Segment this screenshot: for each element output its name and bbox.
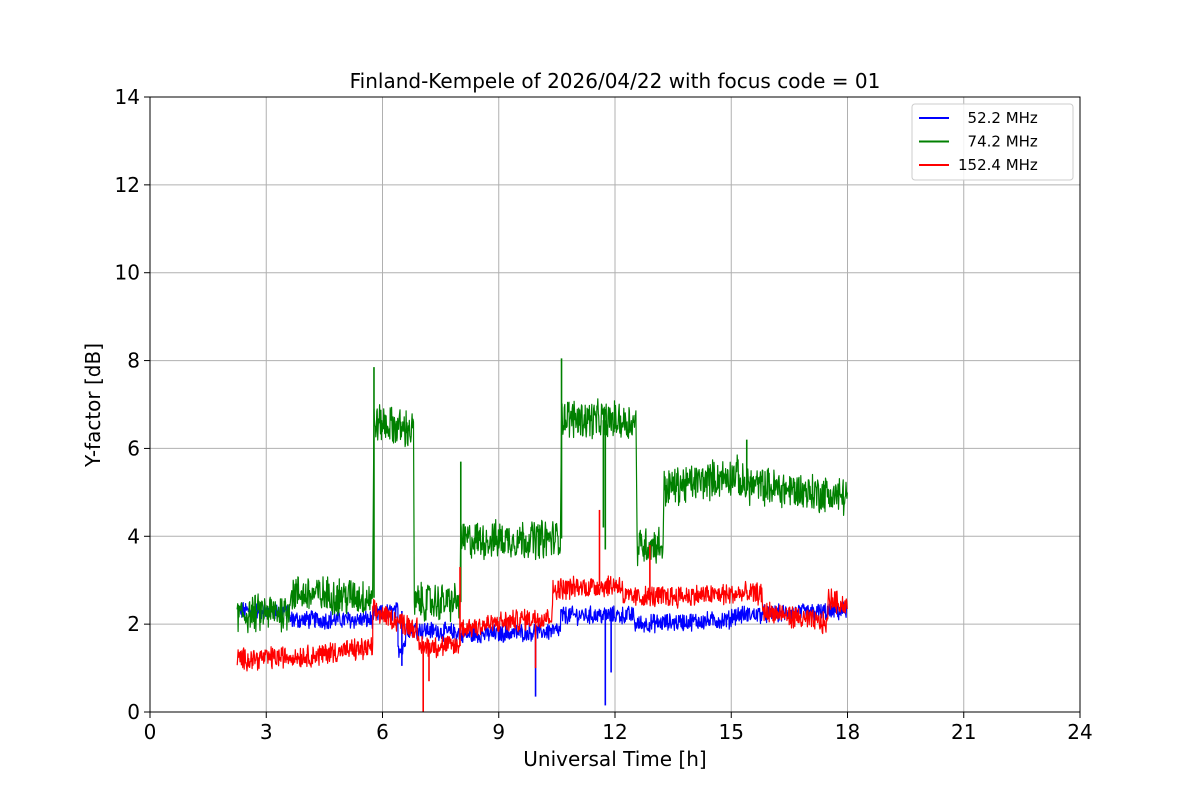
- y-axis-label: Y-factor [dB]: [81, 343, 105, 468]
- x-axis-ticks: 0 3 6 9 12 15 18 21 24: [144, 712, 1093, 744]
- x-tick-label: 0: [144, 720, 157, 744]
- x-tick-label: 6: [376, 720, 389, 744]
- legend-entry: 152.4 MHz: [958, 156, 1038, 174]
- legend-entry: 52.2 MHz: [958, 109, 1038, 127]
- y-tick-label: 2: [127, 612, 140, 636]
- y-tick-label: 0: [127, 700, 140, 724]
- x-tick-label: 3: [260, 720, 273, 744]
- x-tick-label: 12: [602, 720, 627, 744]
- series-layer: [236, 358, 848, 712]
- y-tick-label: 10: [115, 261, 140, 285]
- series-2: [236, 509, 848, 712]
- x-tick-label: 18: [835, 720, 860, 744]
- y-tick-label: 14: [115, 85, 140, 109]
- x-tick-label: 24: [1067, 720, 1092, 744]
- x-tick-label: 9: [492, 720, 505, 744]
- x-tick-label: 15: [719, 720, 744, 744]
- series-line: [236, 575, 848, 672]
- legend-box: [911, 103, 1074, 181]
- legend-entry: 74.2 MHz: [958, 133, 1038, 151]
- y-tick-label: 12: [115, 173, 140, 197]
- x-tick-label: 21: [951, 720, 976, 744]
- chart-title: Finland-Kempele of 2026/04/22 with focus…: [350, 69, 881, 93]
- y-tick-label: 8: [127, 349, 140, 373]
- y-axis-ticks: 0 2 4 6 8 10 12 14: [115, 85, 150, 724]
- x-axis-label: Universal Time [h]: [523, 747, 706, 771]
- y-tick-label: 4: [127, 524, 140, 548]
- legend: 52.2 MHz 74.2 MHz 152.4 MHz: [911, 103, 1074, 181]
- y-tick-label: 6: [127, 436, 140, 460]
- series-line: [236, 398, 848, 634]
